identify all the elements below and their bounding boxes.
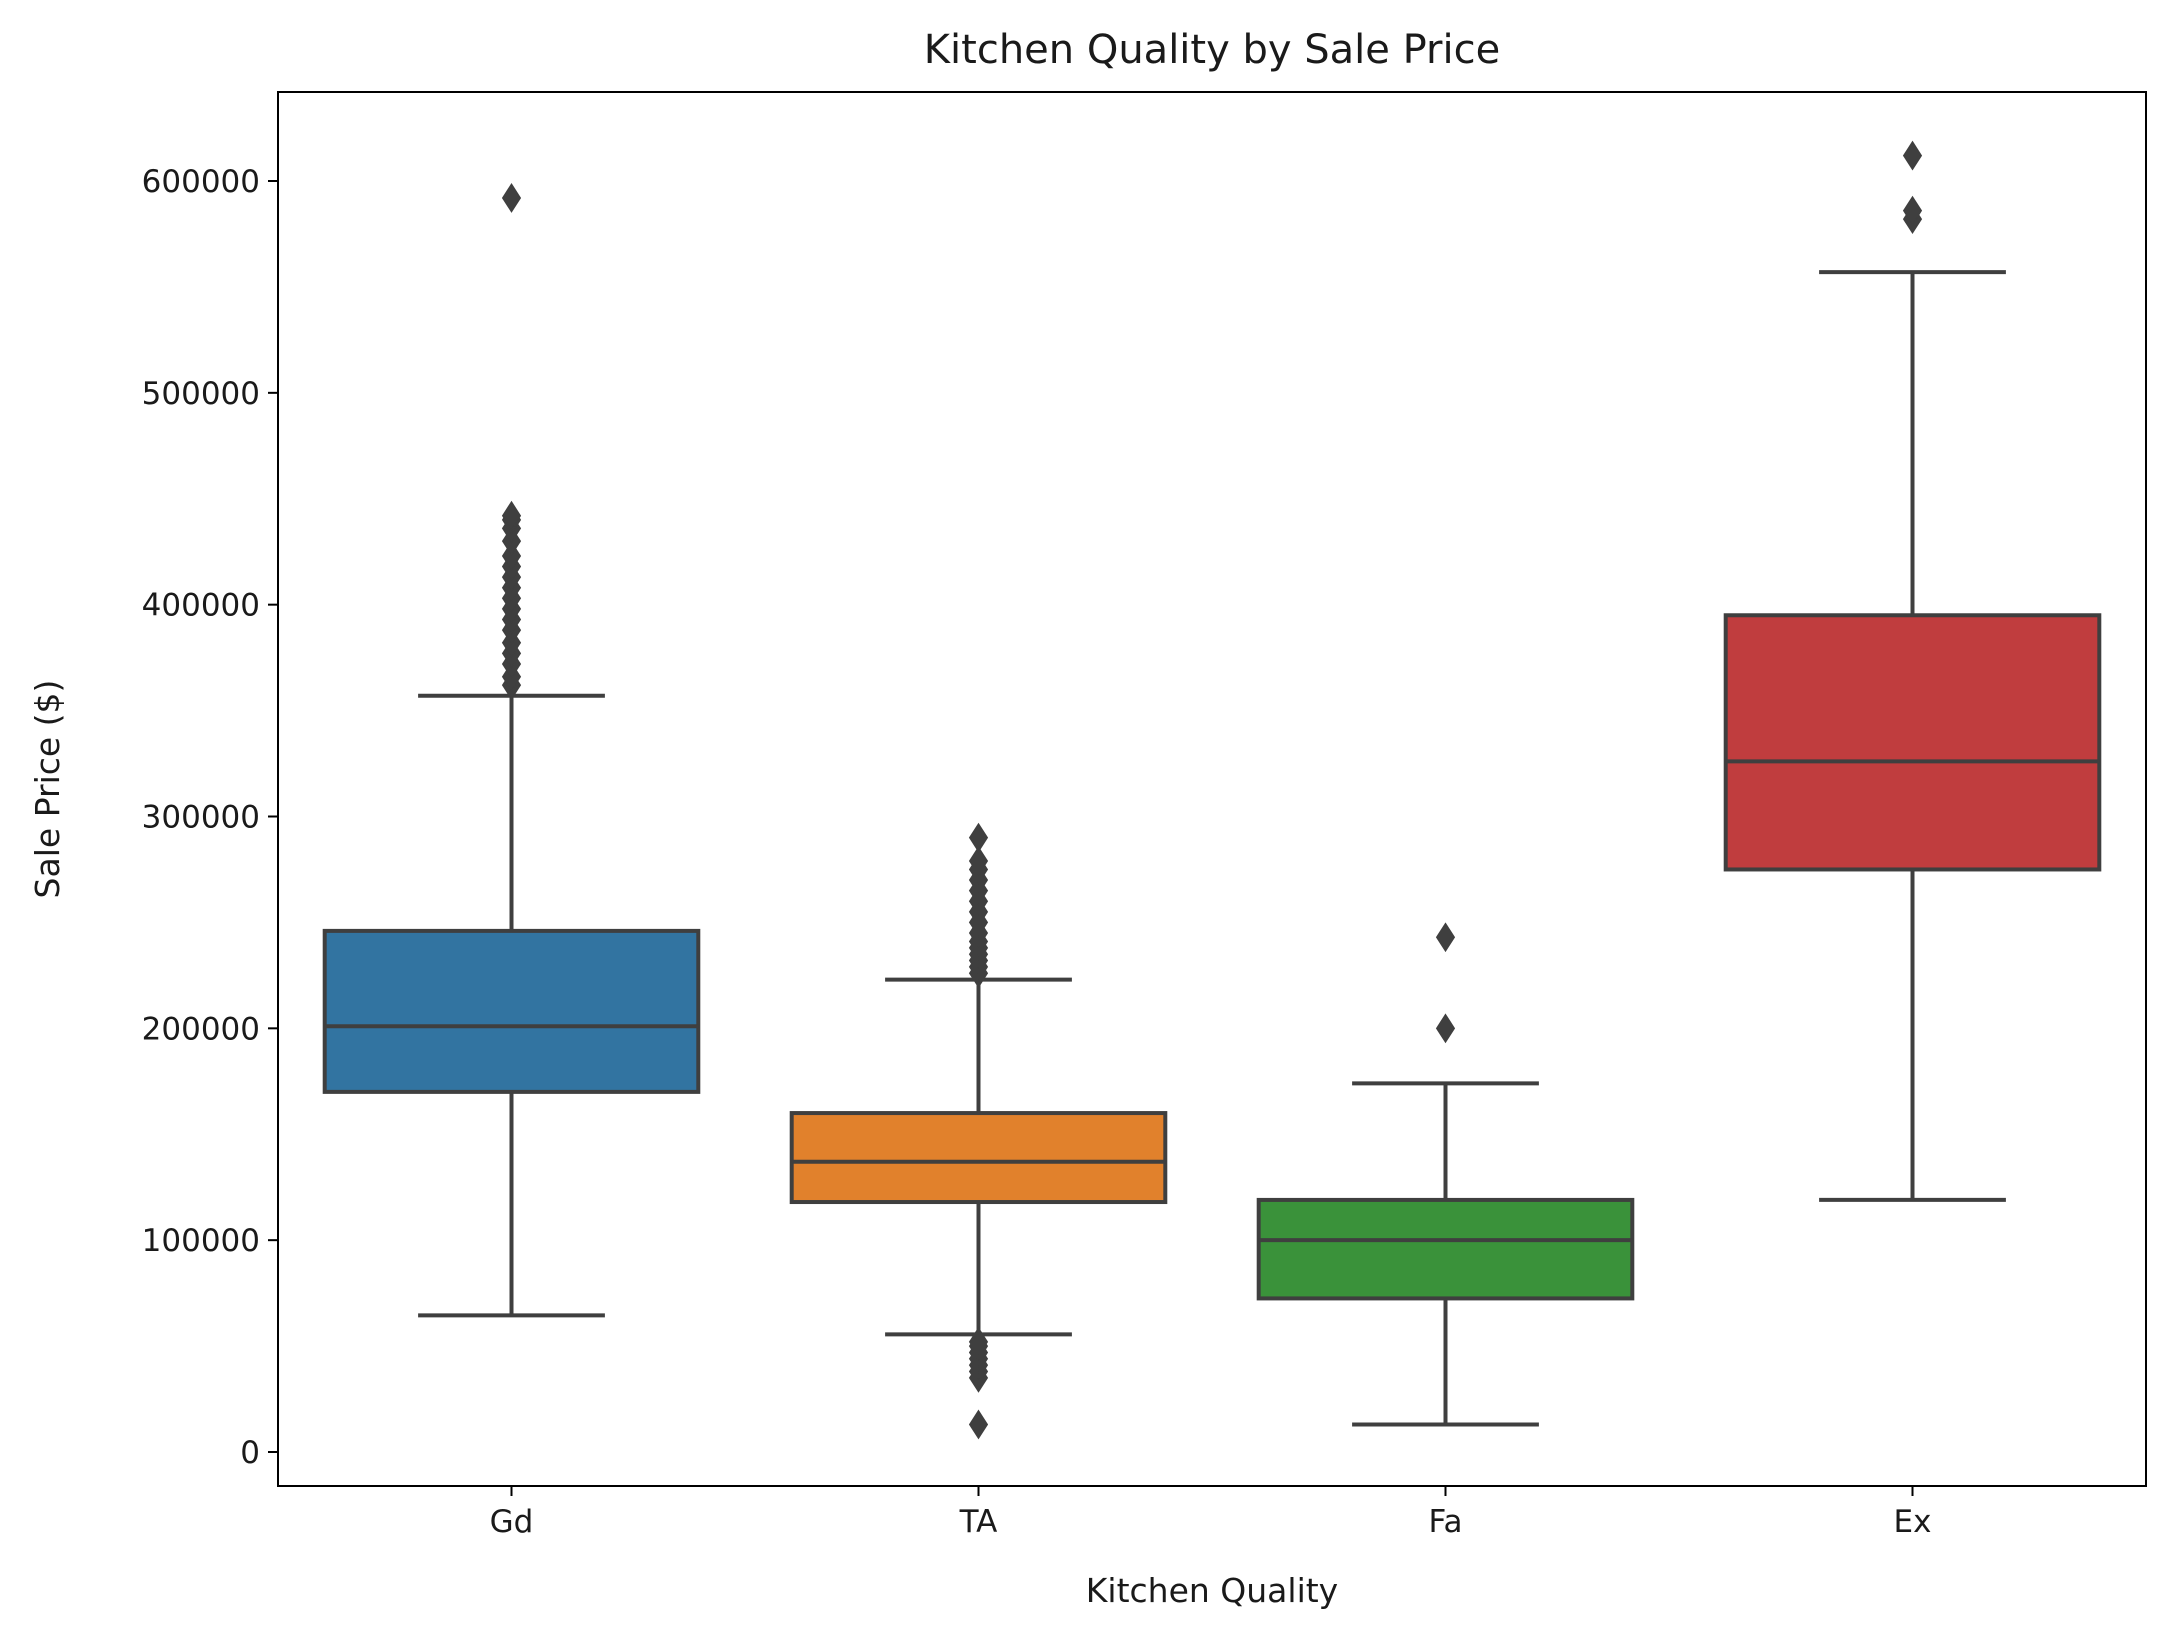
outlier-marker — [1902, 195, 1923, 226]
y-tick-label: 0 — [240, 1435, 260, 1471]
chart-title: Kitchen Quality by Sale Price — [924, 27, 1500, 73]
box-body — [789, 1111, 1168, 1205]
y-tick-label: 500000 — [142, 376, 260, 412]
box-Gd — [322, 183, 701, 1318]
outlier-marker — [501, 500, 522, 531]
y-tick-label: 200000 — [142, 1011, 260, 1047]
box-series — [322, 140, 2102, 1440]
y-tick-label: 600000 — [142, 164, 260, 200]
outlier-marker — [968, 822, 989, 853]
box-body — [1256, 1197, 1635, 1301]
outlier-marker — [968, 1409, 989, 1440]
x-tick-label: Fa — [1429, 1504, 1463, 1540]
box-body — [1723, 613, 2102, 872]
x-tick-label: TA — [959, 1504, 998, 1540]
x-axis-label: Kitchen Quality — [1086, 1571, 1338, 1610]
y-tick-label: 300000 — [142, 800, 260, 836]
box-TA — [789, 822, 1168, 1440]
x-tick-label: Gd — [490, 1504, 534, 1540]
x-axis: Gd TA Fa Ex — [490, 1486, 1932, 1540]
y-axis-label: Sale Price ($) — [28, 680, 67, 899]
outlier-marker — [1902, 140, 1923, 171]
x-tick-label: Ex — [1894, 1504, 1932, 1540]
plot-area-frame — [277, 91, 2147, 1487]
outlier-marker — [968, 1326, 989, 1357]
outlier-marker — [1435, 922, 1456, 953]
box-body — [322, 928, 701, 1094]
box-Fa — [1256, 922, 1635, 1427]
y-tick-label: 400000 — [142, 588, 260, 624]
outlier-marker — [501, 183, 522, 213]
outlier-marker — [1435, 1013, 1456, 1044]
box-Ex — [1723, 140, 2102, 1202]
outlier-marker — [968, 846, 989, 876]
y-tick-label: 100000 — [142, 1223, 260, 1259]
y-axis: 0 100000 200000 300000 400000 500000 600000 — [142, 164, 278, 1471]
